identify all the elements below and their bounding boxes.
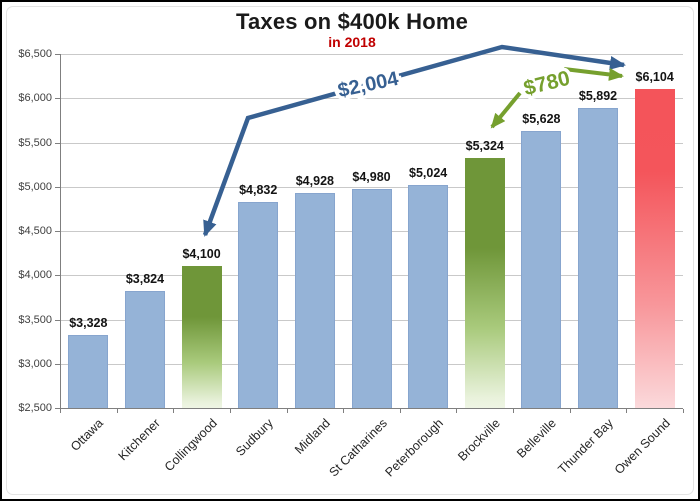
x-axis-tick [399,409,401,413]
bar-value-label-thunder-bay: $5,892 [578,88,618,103]
x-axis-tick [173,409,175,413]
bar-st-catharines [351,188,392,408]
bar-ottawa [68,334,109,408]
y-tick-label: $6,000 [18,92,52,105]
x-axis-tick [116,409,118,413]
x-axis-tick [513,409,515,413]
x-axis-tick [229,409,231,413]
y-tick-label: $5,000 [18,180,52,193]
y-tick-label: $5,500 [18,136,52,149]
y-tick-label: $3,000 [18,357,52,370]
y-axis-tick [55,142,60,144]
y-axis-tick [55,408,60,409]
y-axis-tick [55,319,60,321]
y-axis-line [60,54,61,408]
x-axis-tick [683,409,684,413]
x-axis-line [60,408,683,409]
y-tick-label: $4,000 [18,269,52,282]
y-tick-label: $2,500 [18,402,52,414]
chart-title: Taxes on $400k Home [235,9,469,34]
bar-value-label-kitchener: $3,824 [125,271,165,286]
bar-belleville [521,131,562,408]
x-axis-tick [60,409,61,413]
bar-value-label-ottawa: $3,328 [69,315,108,330]
bar-collingwood [181,266,222,408]
bar-owen-sound [634,89,675,408]
bar-value-label-peterborough: $5,024 [409,165,448,180]
y-axis-tick [55,186,60,188]
gridline [60,54,683,55]
bar-thunder-bay [578,107,619,408]
bar-kitchener [124,290,165,408]
bar-sudbury [238,201,279,408]
bar-value-label-collingwood: $4,100 [182,247,221,262]
y-axis-tick [55,363,60,365]
x-axis-tick [286,409,288,413]
y-axis-tick [55,54,60,55]
y-tick-label: $4,500 [18,225,52,237]
y-tick-label: $3,500 [18,313,52,326]
y-axis-tick [55,275,60,277]
bar-brockville [464,158,505,408]
y-axis-tick [55,231,60,232]
y-tick-label: $6,500 [18,48,52,60]
bar-value-label-brockville: $5,324 [465,139,504,154]
x-axis-tick [456,409,458,413]
bar-midland [294,193,335,408]
bar-value-label-belleville: $5,628 [522,112,561,127]
x-axis-tick [343,409,345,413]
x-axis-tick [569,409,571,413]
bar-value-label-owen-sound: $6,104 [635,70,674,85]
x-axis-tick [626,409,628,413]
y-axis-tick [55,98,60,100]
bar-peterborough [408,184,449,408]
